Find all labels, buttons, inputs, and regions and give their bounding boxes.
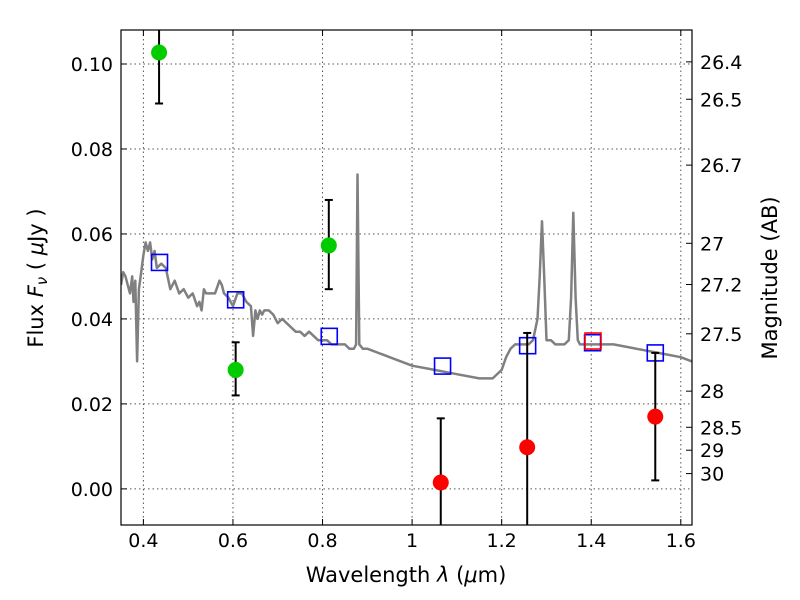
model-flux-square (150, 253, 169, 272)
x-tick-label: 0.4 (128, 530, 158, 552)
x-tick-label: 0.6 (218, 530, 248, 552)
observed-flux-point (227, 361, 244, 378)
tick-marks (121, 30, 692, 525)
grid-lines (121, 30, 692, 525)
x-axis-title: Wavelength λ (μm) (306, 563, 507, 587)
x-tick-label: 1.4 (576, 530, 606, 552)
plot-frame (120, 29, 693, 526)
model-flux-square (320, 327, 339, 346)
observed-flux-point (151, 44, 168, 61)
y2-tick-label: 26.5 (700, 89, 742, 111)
x-tick-label: 1 (406, 530, 418, 552)
y-tick-label: 0.10 (71, 54, 113, 76)
y2-tick-label: 26.4 (700, 52, 742, 74)
y2-tick-label: 27.5 (700, 324, 742, 346)
data-layer (121, 30, 692, 525)
model-flux-square (584, 332, 602, 350)
y-tick-label: 0.06 (71, 224, 113, 246)
y2-tick-label: 28.5 (700, 417, 742, 439)
y2-tick-label: 29 (700, 440, 724, 462)
y2-tick-label: 27.2 (700, 275, 742, 297)
y-tick-label: 0.00 (71, 479, 113, 501)
model-flux-square (226, 291, 245, 309)
sed-model-line (121, 173, 692, 380)
y-axis-title: Flux Fν ( μJy ) (24, 208, 51, 347)
x-tick-label: 0.8 (307, 530, 337, 552)
observed-flux-point (647, 408, 664, 425)
y-tick-label: 0.04 (71, 309, 113, 331)
observed-flux-point (432, 474, 449, 491)
y2-tick-label: 27 (700, 233, 724, 255)
model-flux-square (433, 357, 452, 375)
y2-tick-label: 30 (700, 464, 724, 486)
y2-tick-label: 26.7 (700, 155, 742, 177)
observed-flux-point (519, 439, 536, 456)
tick-labels: 0.4 0.6 0.8 1 1.2 1.4 1.6 0.00 0.02 0.04 0.06 0.08 0… (71, 52, 743, 552)
x-tick-label: 1.6 (666, 530, 696, 552)
y-tick-label: 0.02 (71, 394, 113, 416)
x-tick-label: 1.2 (487, 530, 517, 552)
observed-flux-point (320, 237, 337, 254)
y-tick-label: 0.08 (71, 139, 113, 161)
y2-axis-title: Magnitude (AB) (758, 196, 782, 359)
y2-tick-label: 28 (700, 381, 724, 403)
